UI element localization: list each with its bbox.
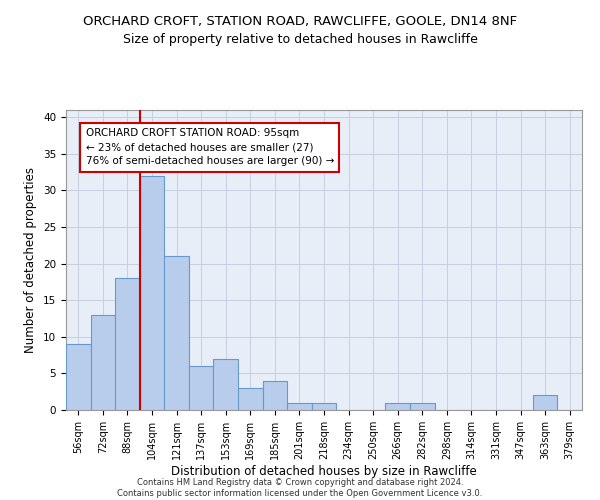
Bar	[214, 359, 238, 410]
Bar	[410, 402, 434, 410]
Bar	[66, 344, 91, 410]
Bar	[164, 256, 189, 410]
Bar	[533, 396, 557, 410]
Bar	[312, 402, 336, 410]
Text: ORCHARD CROFT STATION ROAD: 95sqm
← 23% of detached houses are smaller (27)
76% : ORCHARD CROFT STATION ROAD: 95sqm ← 23% …	[86, 128, 334, 166]
Text: Contains HM Land Registry data © Crown copyright and database right 2024.
Contai: Contains HM Land Registry data © Crown c…	[118, 478, 482, 498]
Bar	[189, 366, 214, 410]
Y-axis label: Number of detached properties: Number of detached properties	[25, 167, 37, 353]
Text: ORCHARD CROFT, STATION ROAD, RAWCLIFFE, GOOLE, DN14 8NF: ORCHARD CROFT, STATION ROAD, RAWCLIFFE, …	[83, 15, 517, 28]
Bar	[91, 315, 115, 410]
X-axis label: Distribution of detached houses by size in Rawcliffe: Distribution of detached houses by size …	[171, 464, 477, 477]
Text: Size of property relative to detached houses in Rawcliffe: Size of property relative to detached ho…	[122, 32, 478, 46]
Bar	[385, 402, 410, 410]
Bar	[263, 380, 287, 410]
Bar	[287, 402, 312, 410]
Bar	[115, 278, 140, 410]
Bar	[238, 388, 263, 410]
Bar	[140, 176, 164, 410]
